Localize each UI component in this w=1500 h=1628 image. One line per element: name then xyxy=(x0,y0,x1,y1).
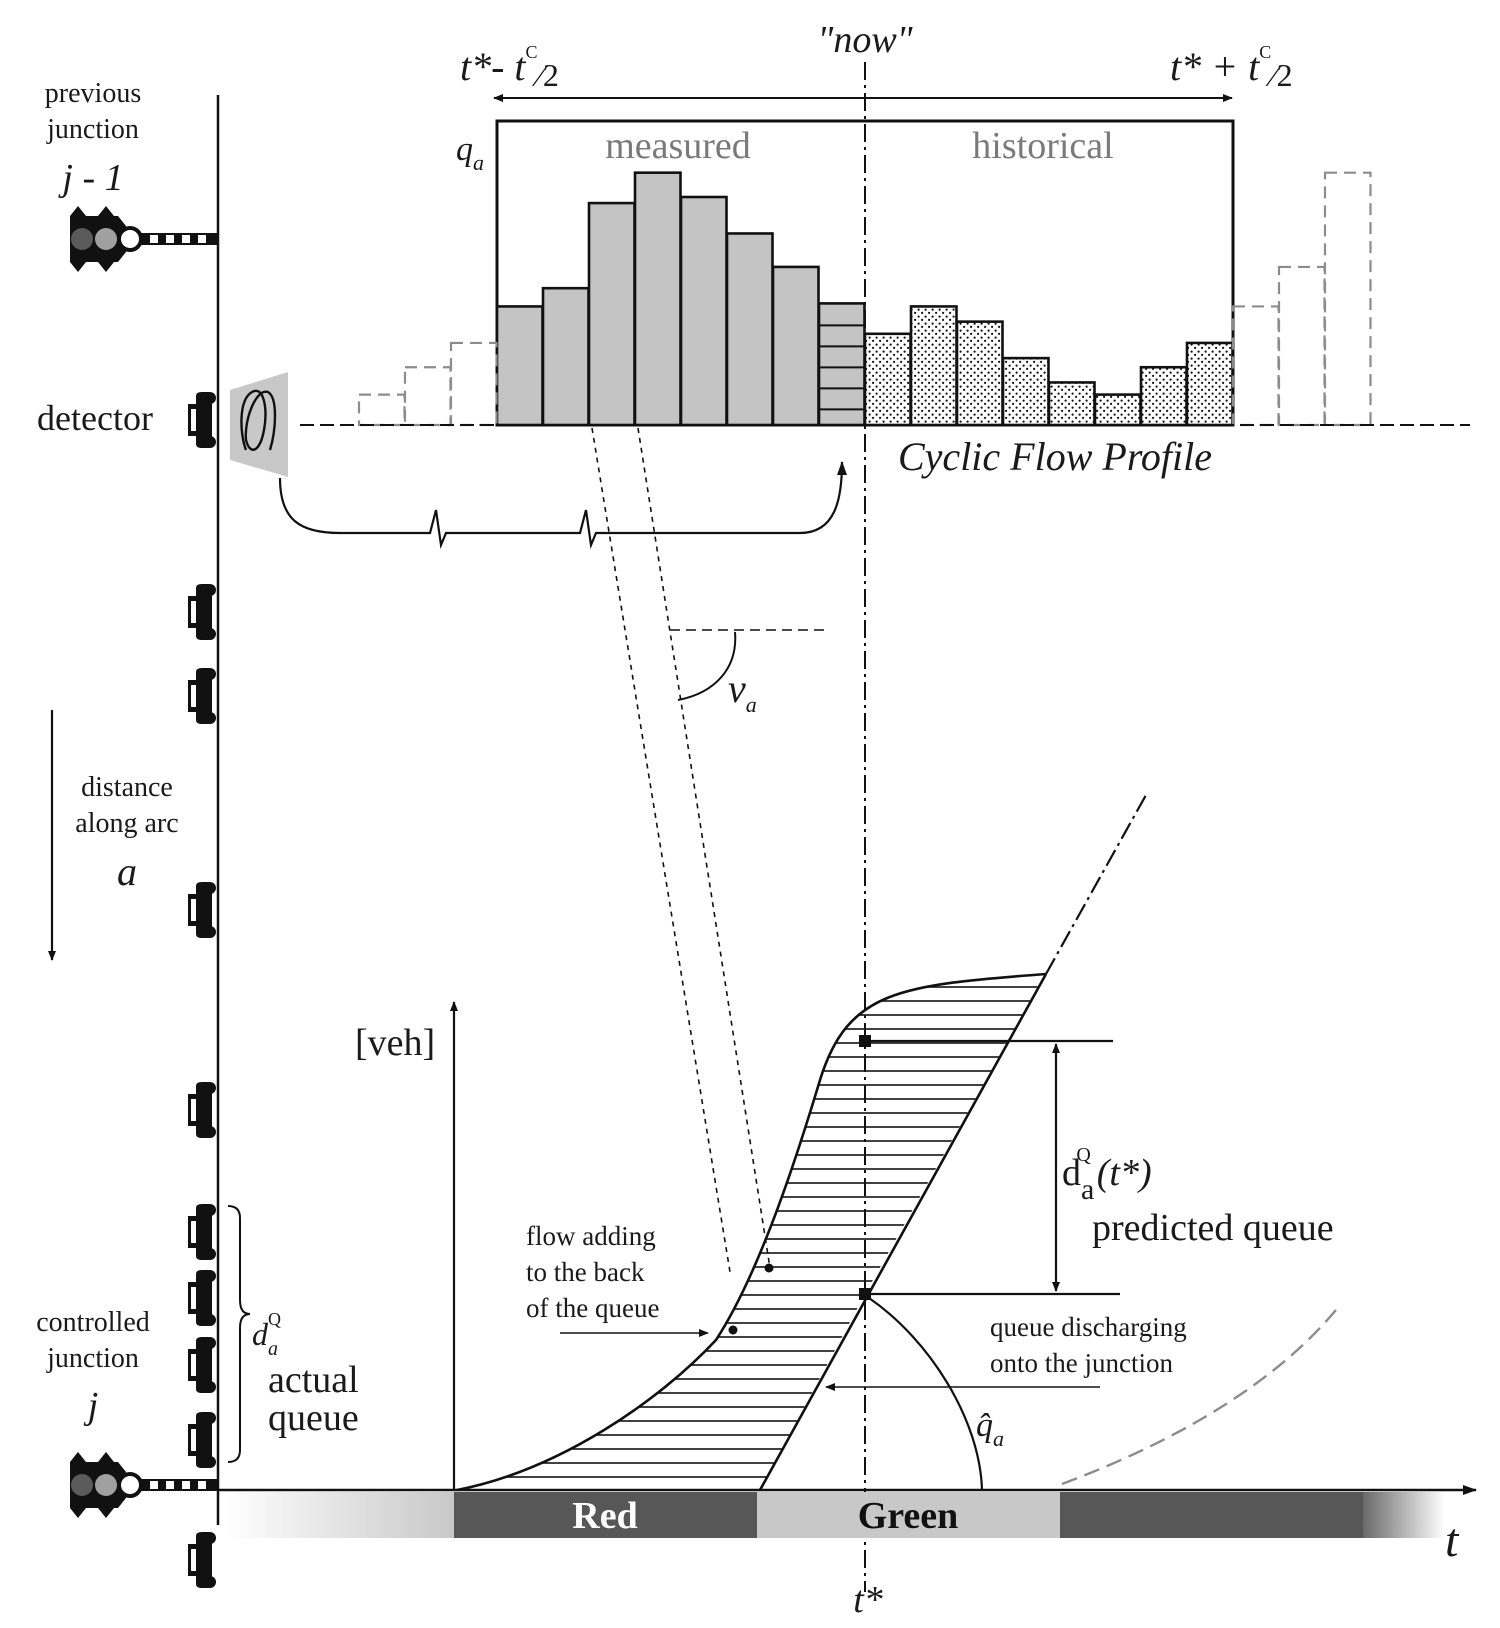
arc-symbol: a xyxy=(117,849,137,894)
previous-junction-label-line2: junction xyxy=(46,114,139,145)
measured-bar xyxy=(633,171,682,427)
controlled-junction-label-line1: controlled xyxy=(36,1307,150,1338)
historical-label: historical xyxy=(972,125,1113,167)
veh-axis-label: [veh] xyxy=(355,1022,435,1064)
queue-discharging-line1: queue discharging xyxy=(990,1312,1187,1342)
historical-bar xyxy=(1047,381,1096,427)
arrival-curve xyxy=(456,972,1047,1492)
car-icon xyxy=(188,668,216,724)
queue-hatched-area xyxy=(457,974,1046,1490)
historical-bar xyxy=(1093,393,1142,427)
actual-queue-label-line1: actual xyxy=(268,1359,359,1401)
speed-angle-arc xyxy=(677,631,737,701)
car-icon xyxy=(188,882,216,938)
cyclic-flow-profile-label: Cyclic Flow Profile xyxy=(898,434,1212,479)
back-of-queue-point-2 xyxy=(728,1325,738,1335)
previous-junction-signal-icon xyxy=(70,206,218,272)
historical-bar xyxy=(1001,356,1050,427)
car-icon xyxy=(188,1532,216,1588)
next-cycle-bar xyxy=(1277,265,1326,427)
actual-queue-label-line2: queue xyxy=(268,1397,359,1439)
historical-bar xyxy=(1139,365,1188,427)
measured-bar xyxy=(771,265,820,427)
flow-adding-line2: to the back xyxy=(526,1257,645,1287)
previous-cycle-bar xyxy=(449,341,498,427)
car-icon xyxy=(188,1412,216,1468)
red-phase xyxy=(454,1492,757,1538)
historical-bar xyxy=(955,320,1004,427)
speed-line-2 xyxy=(637,427,771,1269)
historical-bar xyxy=(863,332,912,427)
actual-queue-brace xyxy=(227,1205,251,1463)
time-axis-label: t xyxy=(1445,1514,1460,1567)
detector-label: detector xyxy=(37,398,153,438)
discharge-rate-arc xyxy=(868,1297,984,1491)
back-of-queue-point-1 xyxy=(764,1263,774,1273)
speed-line-1 xyxy=(591,427,731,1273)
car-icon xyxy=(188,1082,216,1138)
previous-cycle-bar xyxy=(357,393,406,427)
queue-discharging-line2: onto the junction xyxy=(990,1348,1173,1378)
current-interval-bar xyxy=(817,302,866,427)
window-end-label: t* + tC⁄2 xyxy=(1170,42,1293,93)
car-icon xyxy=(188,1270,216,1326)
window-start-label: t*- tC⁄2 xyxy=(460,42,559,93)
car-icon xyxy=(188,1204,216,1260)
actual-queue-d-symbol: daQ xyxy=(252,1309,281,1360)
measured-label: measured xyxy=(605,125,751,167)
measured-bar xyxy=(679,195,728,427)
previous-cycle-bars xyxy=(357,341,498,427)
flow-adding-line1: flow adding xyxy=(526,1221,656,1251)
flow-adding-line3: of the queue xyxy=(526,1293,659,1323)
speed-label: va xyxy=(728,666,757,717)
distance-label-line1: distance xyxy=(81,772,173,803)
next-cycle-bar xyxy=(1323,171,1372,427)
green-phase-label: Green xyxy=(858,1495,959,1537)
historical-bar xyxy=(1185,341,1234,427)
detector-to-now-arrow xyxy=(278,461,847,550)
tstar-label: t* xyxy=(853,1579,883,1621)
signal-bar-lead-out xyxy=(1363,1492,1445,1538)
red-phase-label: Red xyxy=(572,1495,637,1537)
controlled-junction-signal-icon xyxy=(70,1452,218,1518)
predicted-queue-label: predicted queue xyxy=(1092,1207,1334,1249)
predicted-queue-symbol: daQ (t*) xyxy=(1062,1144,1152,1206)
departure-extension xyxy=(1045,794,1147,975)
next-cycle-bars xyxy=(1231,171,1372,427)
distance-label-line2: along arc xyxy=(75,808,178,839)
departure-curve xyxy=(758,973,1048,1491)
signal-bar-lead-in xyxy=(224,1492,454,1538)
detector-loop-icon xyxy=(230,372,288,477)
car-icon xyxy=(188,584,216,640)
previous-junction-label-line1: previous xyxy=(45,78,141,109)
controlled-junction-label-line2: junction xyxy=(46,1343,139,1374)
measured-bar xyxy=(495,305,544,427)
controlled-junction-index: j xyxy=(83,1385,99,1427)
measured-bars xyxy=(495,171,866,427)
discharge-rate-label: q̂a xyxy=(976,1407,1004,1451)
future-arrival-curve xyxy=(1061,1304,1341,1486)
historical-bars xyxy=(863,305,1234,427)
measured-bar xyxy=(541,286,590,427)
car-icon xyxy=(188,392,216,448)
green-phase xyxy=(757,1492,1060,1538)
measured-bar xyxy=(725,232,774,427)
next-red-phase xyxy=(1060,1492,1363,1538)
car-icon xyxy=(188,1337,216,1393)
q-axis-label: qa xyxy=(456,131,484,175)
previous-junction-index: j - 1 xyxy=(57,157,123,199)
previous-cycle-bar xyxy=(403,366,452,427)
measured-bar xyxy=(587,201,636,427)
now-label: "now" xyxy=(817,19,913,61)
historical-bar xyxy=(909,305,958,427)
next-cycle-bar xyxy=(1231,305,1280,427)
